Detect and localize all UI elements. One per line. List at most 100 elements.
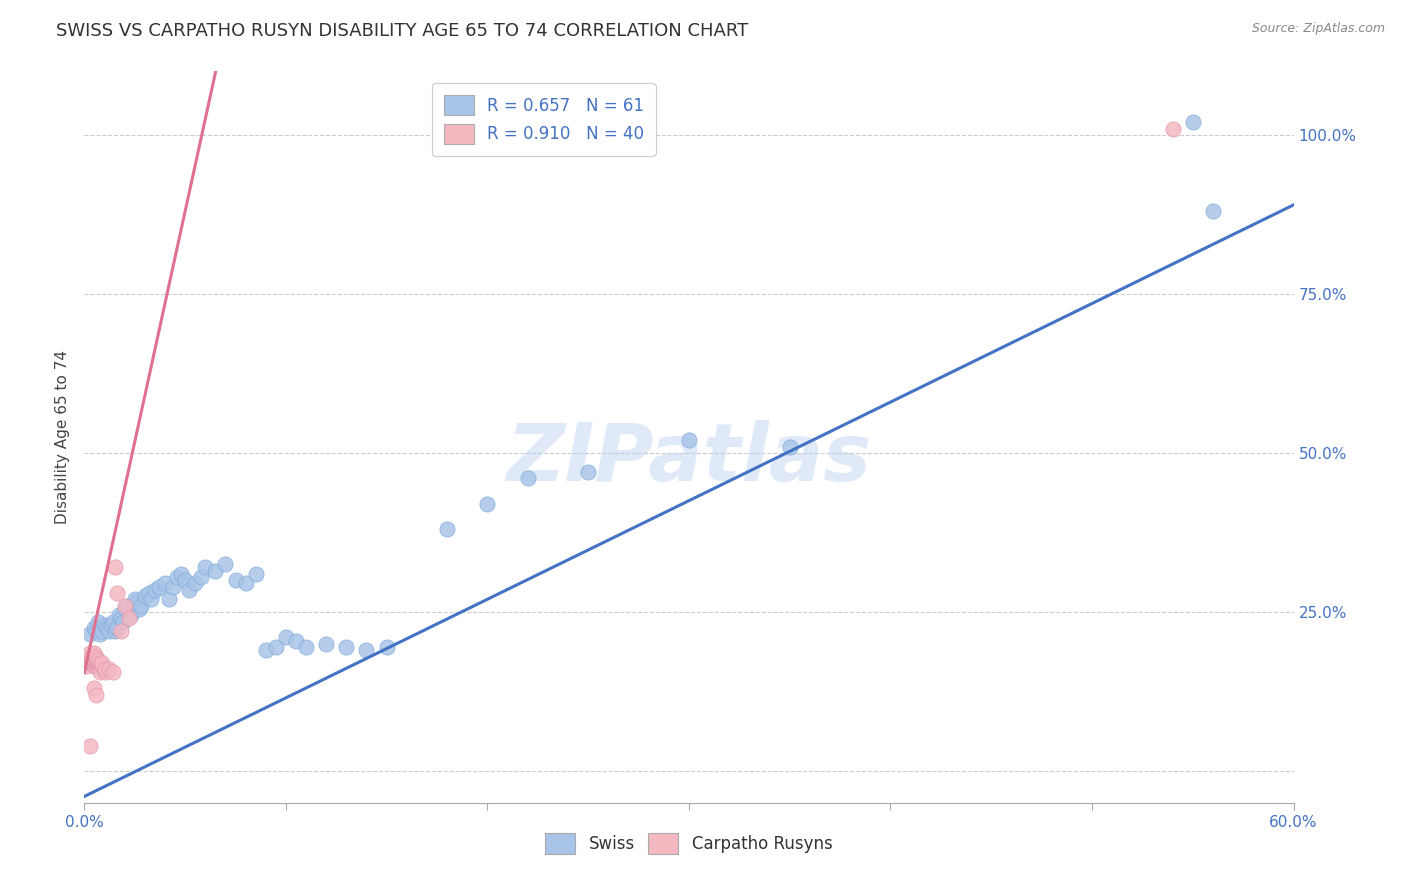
- Point: [254, 643, 277, 657]
- Point: [105, 621, 128, 635]
- Point: [89, 656, 111, 670]
- Point: [75, 659, 97, 673]
- Point: [87, 656, 110, 670]
- Point: [204, 564, 226, 578]
- Point: [1202, 204, 1225, 219]
- Point: [83, 649, 105, 664]
- Point: [79, 627, 101, 641]
- Point: [356, 643, 378, 657]
- Point: [77, 649, 100, 664]
- Point: [128, 602, 150, 616]
- Point: [101, 665, 124, 680]
- Point: [104, 624, 127, 638]
- Point: [194, 560, 217, 574]
- Point: [87, 615, 110, 629]
- Point: [82, 649, 104, 664]
- Point: [86, 659, 108, 673]
- Point: [285, 633, 308, 648]
- Point: [174, 573, 197, 587]
- Point: [1161, 121, 1184, 136]
- Point: [153, 576, 176, 591]
- Point: [118, 611, 141, 625]
- Text: Source: ZipAtlas.com: Source: ZipAtlas.com: [1251, 22, 1385, 36]
- Point: [115, 599, 138, 613]
- Y-axis label: Disability Age 65 to 74: Disability Age 65 to 74: [55, 350, 70, 524]
- Point: [87, 653, 110, 667]
- Point: [335, 640, 357, 654]
- Point: [162, 580, 184, 594]
- Point: [124, 592, 146, 607]
- Point: [87, 659, 110, 673]
- Point: [245, 566, 267, 581]
- Point: [82, 656, 104, 670]
- Point: [264, 640, 287, 654]
- Point: [139, 592, 162, 607]
- Point: [86, 649, 108, 664]
- Point: [79, 646, 101, 660]
- Point: [436, 522, 458, 536]
- Point: [477, 497, 499, 511]
- Point: [97, 624, 120, 638]
- Point: [89, 659, 111, 673]
- Point: [315, 637, 337, 651]
- Point: [79, 649, 101, 664]
- Point: [170, 566, 193, 581]
- Point: [125, 595, 148, 609]
- Legend: Swiss, Carpatho Rusyns: Swiss, Carpatho Rusyns: [538, 827, 839, 860]
- Point: [105, 586, 128, 600]
- Point: [91, 624, 114, 638]
- Text: ZIPatlas: ZIPatlas: [506, 420, 872, 498]
- Point: [83, 681, 105, 696]
- Point: [91, 659, 114, 673]
- Point: [93, 665, 115, 680]
- Text: SWISS VS CARPATHO RUSYN DISABILITY AGE 65 TO 74 CORRELATION CHART: SWISS VS CARPATHO RUSYN DISABILITY AGE 6…: [56, 22, 748, 40]
- Point: [91, 656, 114, 670]
- Point: [184, 576, 207, 591]
- Point: [93, 617, 115, 632]
- Point: [82, 653, 104, 667]
- Point: [100, 617, 122, 632]
- Point: [295, 640, 318, 654]
- Point: [97, 662, 120, 676]
- Point: [83, 656, 105, 670]
- Point: [86, 656, 108, 670]
- Point: [779, 440, 801, 454]
- Point: [190, 570, 212, 584]
- Point: [118, 602, 141, 616]
- Point: [101, 615, 124, 629]
- Point: [83, 621, 105, 635]
- Point: [83, 646, 105, 660]
- Point: [143, 582, 166, 597]
- Point: [179, 582, 201, 597]
- Point: [107, 608, 129, 623]
- Point: [114, 602, 136, 616]
- Point: [148, 580, 170, 594]
- Point: [79, 653, 101, 667]
- Point: [89, 665, 111, 680]
- Point: [225, 573, 247, 587]
- Point: [516, 471, 538, 485]
- Point: [89, 627, 111, 641]
- Point: [110, 624, 132, 638]
- Point: [214, 558, 236, 572]
- Point: [166, 570, 188, 584]
- Point: [120, 608, 142, 623]
- Point: [235, 576, 257, 591]
- Point: [83, 653, 105, 667]
- Point: [86, 624, 108, 638]
- Point: [86, 653, 108, 667]
- Point: [79, 739, 101, 753]
- Point: [138, 586, 160, 600]
- Point: [375, 640, 398, 654]
- Point: [129, 599, 152, 613]
- Point: [1181, 115, 1204, 129]
- Point: [111, 615, 134, 629]
- Point: [93, 662, 115, 676]
- Point: [77, 653, 100, 667]
- Point: [576, 465, 599, 479]
- Point: [104, 560, 127, 574]
- Point: [79, 656, 101, 670]
- Point: [96, 621, 118, 635]
- Point: [83, 659, 105, 673]
- Point: [678, 434, 700, 448]
